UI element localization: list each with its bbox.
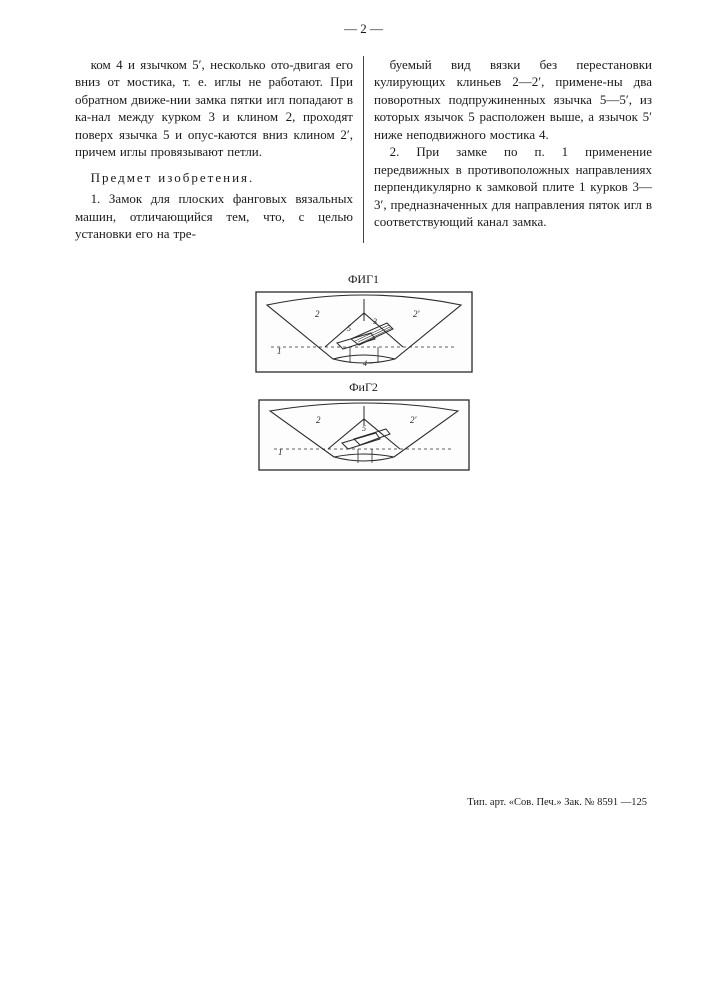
- text-columns: ком 4 и язычком 5′, несколько ото-двигая…: [75, 56, 652, 243]
- fig2-ref-2: 2: [316, 415, 321, 425]
- fig1-ref-2: 2: [315, 309, 320, 319]
- section-heading: Предмет изобретения.: [75, 169, 353, 187]
- left-column: ком 4 и язычком 5′, несколько ото-двигая…: [75, 56, 363, 243]
- figure-1: 1 2 2′ 5 3 4: [75, 291, 652, 373]
- left-para-1: ком 4 и язычком 5′, несколько ото-двигая…: [75, 56, 353, 161]
- figure-1-label: ФИГ1: [75, 271, 652, 287]
- figure-2-label: ФиГ2: [75, 379, 652, 395]
- figures-block: ФИГ1: [75, 271, 652, 471]
- fig1-ref-3: 3: [372, 317, 377, 326]
- right-column: буемый вид вязки без перестановки кулиру…: [364, 56, 652, 243]
- page-number: — 2 —: [75, 20, 652, 38]
- fig2-ref-5: 5: [362, 424, 366, 433]
- fig1-ref-4: 4: [363, 359, 367, 368]
- figure-2: 1 2 2′ 5: [75, 399, 652, 471]
- fig1-ref-1: 1: [277, 346, 282, 356]
- fig1-ref-5: 5: [347, 324, 351, 333]
- page: — 2 — ком 4 и язычком 5′, несколько ото-…: [0, 0, 707, 1000]
- right-para-1: буемый вид вязки без перестановки кулиру…: [374, 56, 652, 144]
- fig2-ref-2p: 2′: [410, 415, 418, 425]
- right-para-2: 2. При замке по п. 1 применение передвиж…: [374, 143, 652, 231]
- figure-1-svg: 1 2 2′ 5 3 4: [255, 291, 473, 373]
- left-para-2: 1. Замок для плоских фанговых вязальных …: [75, 190, 353, 243]
- fig1-ref-2p: 2′: [413, 309, 421, 319]
- fig2-ref-1: 1: [278, 447, 283, 457]
- printer-imprint: Тип. арт. «Сов. Печ.» Зак. № 8591 —125: [467, 796, 647, 810]
- figure-2-svg: 1 2 2′ 5: [258, 399, 470, 471]
